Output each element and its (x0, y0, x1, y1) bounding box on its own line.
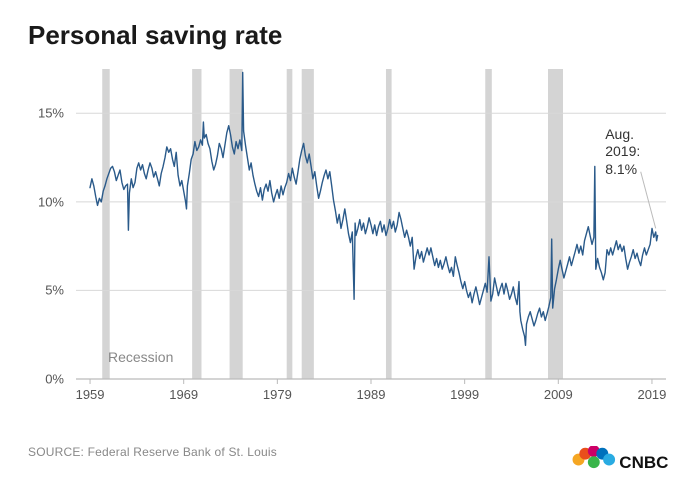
x-axis-label: 2019 (637, 387, 666, 402)
y-axis-label: 10% (28, 194, 64, 209)
y-axis-label: 15% (28, 106, 64, 121)
chart-title: Personal saving rate (28, 20, 672, 51)
x-axis-label: 1959 (76, 387, 105, 402)
recession-band (485, 69, 492, 379)
annotation-value: 8.1% (605, 161, 672, 179)
recession-band (302, 69, 314, 379)
plot-area: Recession Aug. 2019: 8.1% 0% 5% 10% 15% 1959… (28, 69, 672, 409)
recession-band (287, 69, 293, 379)
logo-text: CNBC (619, 453, 668, 472)
y-axis-label: 0% (28, 372, 64, 387)
annotation-date: Aug. 2019: (605, 126, 672, 161)
x-axis-label: 1969 (169, 387, 198, 402)
x-axis-label: 1999 (450, 387, 479, 402)
recession-band (548, 69, 563, 379)
recession-legend-label: Recession (108, 349, 173, 365)
x-axis-label: 1979 (263, 387, 292, 402)
cnbc-logo: CNBC (570, 446, 672, 480)
annotation-pointer (641, 172, 656, 229)
x-axis-label: 1989 (357, 387, 386, 402)
x-axis-label: 2009 (544, 387, 573, 402)
recession-band (192, 69, 201, 379)
callout-annotation: Aug. 2019: 8.1% (605, 126, 672, 179)
y-axis-label: 5% (28, 283, 64, 298)
chart-container: Personal saving rate Recession Aug. 2019… (28, 20, 672, 480)
recession-band (102, 69, 109, 379)
recession-band (230, 69, 243, 379)
